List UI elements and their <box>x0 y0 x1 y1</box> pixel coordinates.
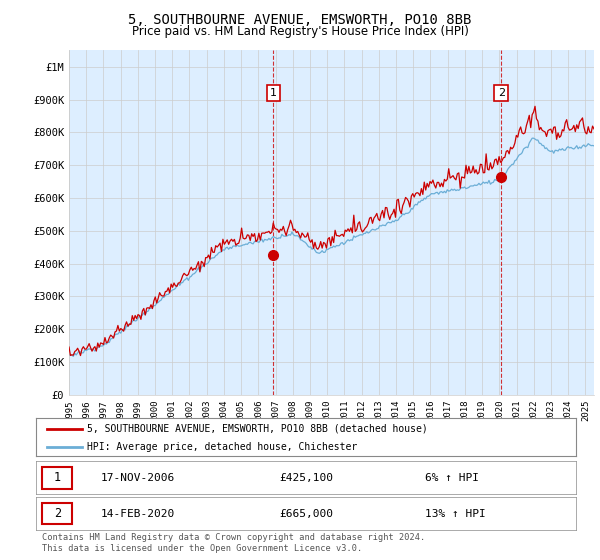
Text: Contains HM Land Registry data © Crown copyright and database right 2024.
This d: Contains HM Land Registry data © Crown c… <box>42 533 425 553</box>
Text: 5, SOUTHBOURNE AVENUE, EMSWORTH, PO10 8BB (detached house): 5, SOUTHBOURNE AVENUE, EMSWORTH, PO10 8B… <box>88 423 428 433</box>
Text: 5, SOUTHBOURNE AVENUE, EMSWORTH, PO10 8BB: 5, SOUTHBOURNE AVENUE, EMSWORTH, PO10 8B… <box>128 13 472 27</box>
Text: 13% ↑ HPI: 13% ↑ HPI <box>425 508 485 519</box>
Text: £665,000: £665,000 <box>279 508 333 519</box>
Text: 1: 1 <box>270 88 277 98</box>
Bar <box>43 503 72 524</box>
Text: 2: 2 <box>54 507 61 520</box>
Text: 17-NOV-2006: 17-NOV-2006 <box>101 473 175 483</box>
Text: 1: 1 <box>54 471 61 484</box>
Text: £425,100: £425,100 <box>279 473 333 483</box>
Text: 6% ↑ HPI: 6% ↑ HPI <box>425 473 479 483</box>
Text: Price paid vs. HM Land Registry's House Price Index (HPI): Price paid vs. HM Land Registry's House … <box>131 25 469 38</box>
Bar <box>43 467 72 488</box>
Text: 2: 2 <box>498 88 505 98</box>
Text: HPI: Average price, detached house, Chichester: HPI: Average price, detached house, Chic… <box>88 442 358 452</box>
Text: 14-FEB-2020: 14-FEB-2020 <box>101 508 175 519</box>
